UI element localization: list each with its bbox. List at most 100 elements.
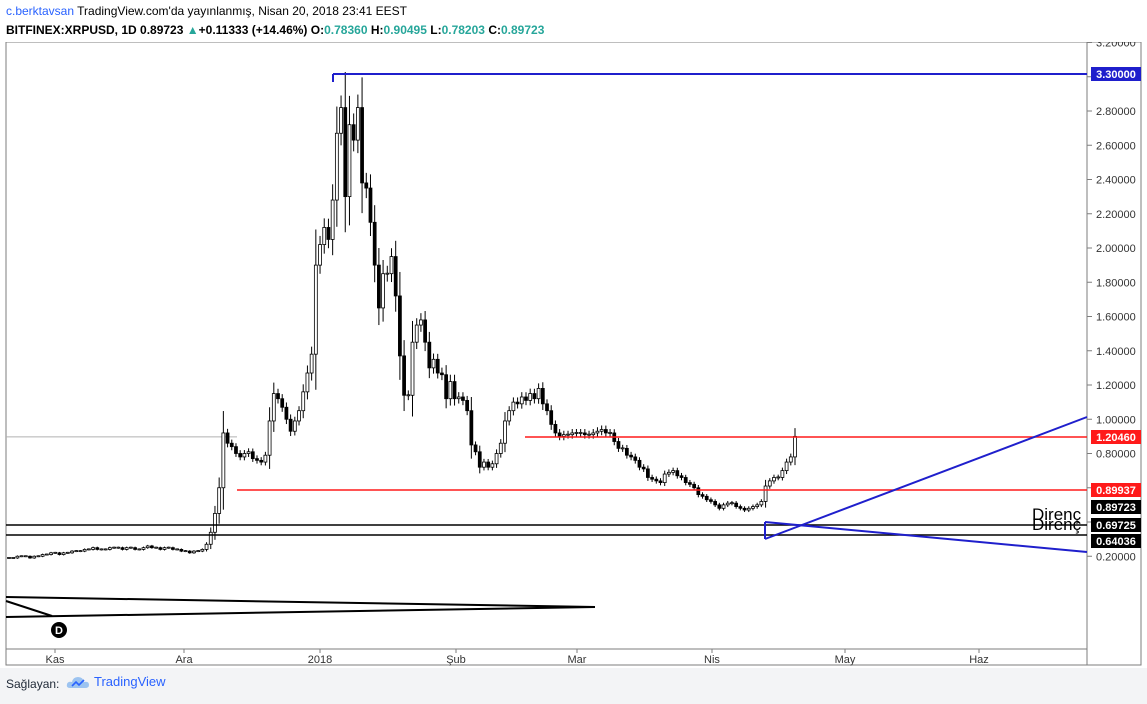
early-triangle-top[interactable]	[5, 596, 596, 608]
candle-body	[675, 470, 680, 477]
candle-body	[557, 432, 562, 437]
time-labels: Kas Ara 2018 Şub Mar Nis May Haz	[46, 649, 989, 666]
candle-body	[730, 502, 734, 505]
candle-body	[116, 546, 121, 549]
candle-body	[658, 480, 663, 484]
candle-body	[780, 470, 785, 478]
candle-body	[696, 487, 701, 495]
candle-body	[440, 372, 444, 376]
candle-body	[204, 543, 209, 550]
publish-line: c.berktavsan TradingView.com'da yayınlan…	[6, 4, 407, 18]
price-change: +0.11333 (+14.46%)	[198, 23, 308, 37]
dividend-marker-label: D	[55, 625, 63, 637]
price-tick-label: 1.60000	[1096, 312, 1136, 324]
price-label-box	[1091, 483, 1141, 497]
dividend-marker[interactable]	[51, 622, 67, 638]
candle-body	[435, 358, 440, 374]
candle-body	[465, 400, 470, 412]
candle-body	[776, 476, 781, 479]
candle-body	[309, 353, 314, 374]
candle-body	[70, 550, 74, 554]
candle-body	[364, 182, 369, 189]
plot-area[interactable]	[5, 42, 1088, 666]
open-value: 0.78360	[324, 23, 368, 37]
candle-body	[469, 410, 474, 446]
candle-body	[637, 459, 642, 468]
candle-body	[280, 398, 285, 408]
candle-body	[28, 555, 32, 559]
candle-body	[595, 430, 600, 434]
candle-body	[15, 555, 20, 559]
candle-body	[713, 501, 718, 506]
candle-body	[82, 548, 87, 552]
candle-body	[360, 107, 364, 184]
candle-body	[561, 434, 566, 437]
close-value: 0.89723	[500, 23, 545, 37]
candle-body	[49, 552, 53, 555]
tradingview-link[interactable]: TradingView	[66, 674, 166, 689]
candle-body	[259, 459, 264, 463]
candle-body	[99, 548, 104, 551]
price-tick-label: 1.00000	[1096, 414, 1136, 426]
candle-body	[599, 429, 604, 432]
time-tick-label: Ara	[175, 654, 193, 666]
chart-header: c.berktavsan TradingView.com'da yayınlan…	[0, 0, 1147, 42]
candle-body	[297, 410, 301, 422]
candle-body	[591, 432, 596, 436]
drawings[interactable]: Direnç Direnç D	[5, 73, 1088, 638]
candle-body	[166, 546, 171, 549]
early-triangle-bottom[interactable]	[5, 606, 596, 618]
candle-body	[263, 454, 268, 463]
candle-body	[91, 547, 95, 550]
candle-body	[179, 548, 184, 552]
candle-body	[692, 483, 696, 489]
high-label: H:	[370, 23, 384, 37]
up-arrow-icon: ▲	[186, 23, 199, 37]
candle-body	[171, 547, 175, 550]
candle-body	[625, 447, 629, 456]
candle-body	[641, 466, 646, 470]
trend-line-up[interactable]	[764, 416, 1088, 540]
price-chart[interactable]: 0.200000.400000.600000.800001.000001.200…	[0, 42, 1147, 668]
price-tick-label: 3.20000	[1096, 42, 1136, 50]
price-tick-label: 2.40000	[1096, 175, 1136, 187]
candle-body	[108, 547, 112, 550]
candle-body	[423, 319, 427, 343]
candle-body	[456, 396, 461, 400]
time-tick-label: Haz	[969, 654, 989, 666]
candle-body	[759, 501, 764, 506]
candle-body	[452, 381, 457, 400]
candle-body	[7, 557, 11, 559]
candle-body	[700, 494, 705, 497]
candle-body	[225, 432, 230, 444]
candle-body	[570, 432, 575, 436]
candle-body	[746, 507, 751, 511]
candle-body	[267, 420, 272, 456]
candle-body	[709, 499, 713, 502]
price-label-box	[1091, 67, 1141, 81]
candle-body	[772, 477, 776, 482]
candle-body	[406, 394, 411, 397]
price-scale[interactable]	[1086, 42, 1142, 666]
price-label-text: 0.69725	[1096, 520, 1136, 532]
trend-line-down[interactable]	[764, 521, 1088, 553]
candle-body	[78, 550, 83, 553]
candle-body	[553, 423, 558, 434]
candle-body	[313, 264, 318, 355]
candle-body	[582, 432, 587, 436]
cloud-icon	[66, 676, 89, 688]
candle-body	[633, 456, 638, 461]
candle-body	[158, 547, 163, 550]
candle-body	[784, 461, 789, 472]
candle-body	[788, 456, 793, 463]
candle-body	[566, 433, 570, 436]
candle-body	[305, 372, 310, 393]
candle-body	[616, 441, 621, 449]
candle-body	[742, 507, 747, 511]
author-link[interactable]: c.berktavsan	[6, 4, 75, 18]
candle-body	[620, 447, 625, 450]
open-label: O:	[310, 23, 325, 37]
candle-body	[427, 341, 432, 369]
candle-body	[734, 502, 739, 507]
candle-body	[461, 396, 465, 401]
